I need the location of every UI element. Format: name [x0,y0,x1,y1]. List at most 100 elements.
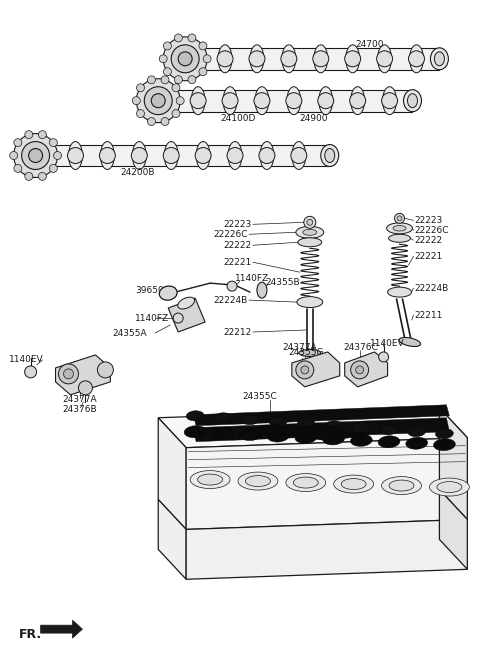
Circle shape [59,364,78,384]
Ellipse shape [269,417,287,427]
Circle shape [174,75,182,84]
Circle shape [199,67,207,75]
Text: 22223: 22223 [415,216,443,225]
Circle shape [163,37,207,81]
Circle shape [132,148,147,164]
Text: 22211: 22211 [415,311,443,319]
Ellipse shape [314,45,328,73]
Polygon shape [345,352,387,387]
Ellipse shape [218,45,232,73]
Ellipse shape [389,480,414,491]
Ellipse shape [324,421,343,431]
Circle shape [54,152,61,160]
Text: 1140EV: 1140EV [370,339,404,349]
Circle shape [408,51,424,67]
Polygon shape [158,418,186,530]
Circle shape [172,110,180,118]
Text: 1140EV: 1140EV [9,355,43,365]
Text: 1140FZ: 1140FZ [135,313,169,323]
Circle shape [296,361,314,379]
Ellipse shape [323,433,345,445]
Polygon shape [252,424,368,440]
Circle shape [286,93,302,109]
Ellipse shape [319,87,333,115]
Ellipse shape [100,142,114,170]
Circle shape [227,148,243,164]
Circle shape [14,164,22,172]
Circle shape [132,97,140,105]
Text: 22224B: 22224B [214,296,248,305]
Ellipse shape [409,45,423,73]
Circle shape [22,142,49,170]
Circle shape [136,79,180,123]
Ellipse shape [404,90,421,112]
Ellipse shape [132,142,146,170]
Ellipse shape [292,142,306,170]
Polygon shape [158,407,468,448]
Text: 24900: 24900 [300,114,328,123]
Circle shape [217,51,233,67]
Text: 22224B: 22224B [415,284,449,293]
Ellipse shape [190,470,230,488]
Ellipse shape [399,337,420,347]
Circle shape [25,172,33,180]
Ellipse shape [164,142,178,170]
Ellipse shape [297,419,315,429]
Ellipse shape [406,438,428,450]
Ellipse shape [350,434,372,446]
Circle shape [163,67,171,75]
Text: 24376B: 24376B [62,405,97,414]
Ellipse shape [255,87,269,115]
Circle shape [136,84,144,92]
Text: FR.: FR. [19,628,42,641]
Ellipse shape [352,423,370,433]
Ellipse shape [240,429,262,441]
Text: 22222: 22222 [415,236,443,244]
Circle shape [313,51,329,67]
Circle shape [190,93,206,109]
Circle shape [38,172,47,180]
Ellipse shape [184,426,206,438]
Ellipse shape [223,87,237,115]
Ellipse shape [386,223,412,234]
Ellipse shape [408,94,418,108]
Polygon shape [56,355,110,395]
Circle shape [97,362,113,378]
Circle shape [281,51,297,67]
Circle shape [351,361,369,379]
Circle shape [222,93,238,109]
Circle shape [195,148,211,164]
Ellipse shape [245,476,270,486]
Ellipse shape [431,48,448,69]
Bar [36,144,330,166]
Polygon shape [41,620,83,638]
Circle shape [176,97,184,105]
Ellipse shape [295,432,317,444]
Ellipse shape [287,87,301,115]
Ellipse shape [435,429,454,439]
Circle shape [379,352,389,362]
Circle shape [356,366,364,374]
Ellipse shape [297,297,323,307]
Ellipse shape [241,415,260,425]
Polygon shape [439,407,468,520]
Circle shape [301,366,309,374]
Ellipse shape [408,427,426,437]
Circle shape [151,94,165,108]
Ellipse shape [351,87,365,115]
Ellipse shape [434,52,444,65]
Text: 1140FZ: 1140FZ [235,274,269,283]
Circle shape [291,148,307,164]
Ellipse shape [437,482,462,492]
Text: 22226C: 22226C [214,230,248,238]
Circle shape [178,52,192,65]
Circle shape [377,51,393,67]
Ellipse shape [214,413,232,423]
Circle shape [163,148,179,164]
Ellipse shape [378,45,392,73]
Ellipse shape [238,472,278,490]
Text: 24377A: 24377A [282,343,316,353]
Ellipse shape [191,87,205,115]
Circle shape [13,134,58,178]
Circle shape [25,131,33,139]
